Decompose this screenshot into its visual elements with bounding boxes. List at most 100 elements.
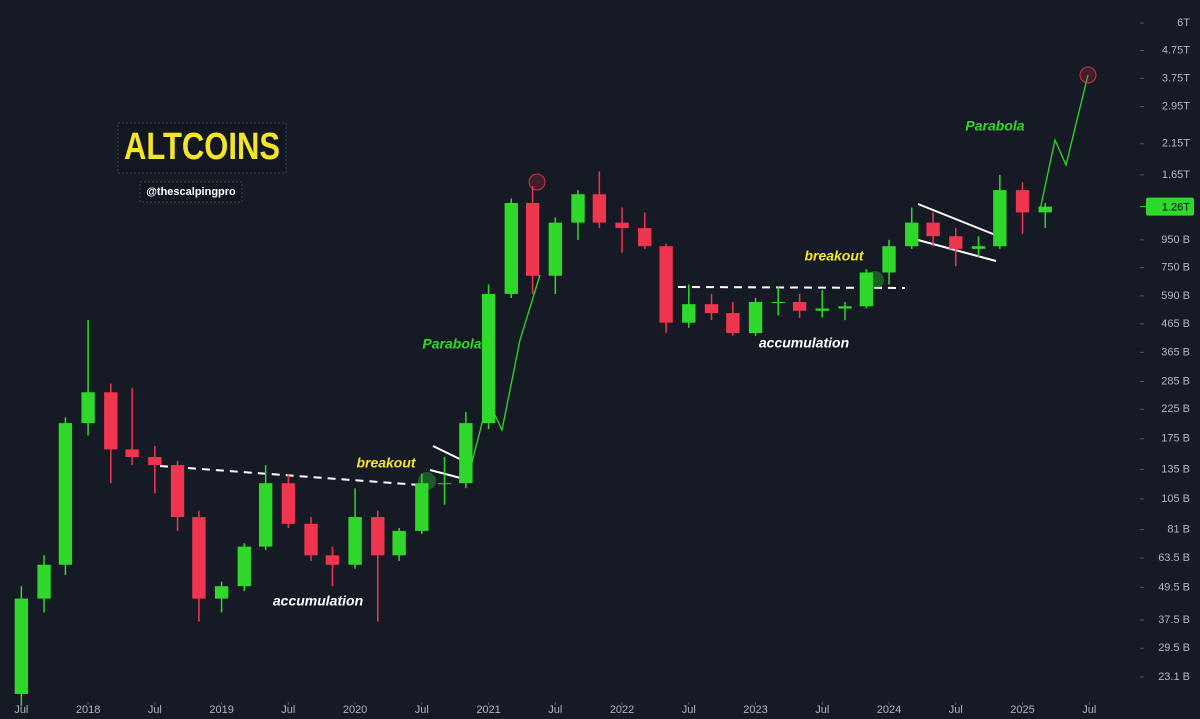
candle-body: [348, 517, 362, 565]
title-box: [117, 122, 287, 174]
x-tick-label: Jul: [148, 704, 162, 716]
chart-title: ALTCOINS: [124, 126, 280, 168]
y-tick-label: 81 B: [1167, 523, 1190, 535]
candle-body: [615, 222, 629, 229]
y-tick-label: 4.75T: [1162, 44, 1190, 56]
annotation: Parabola: [422, 336, 481, 352]
candle-body: [81, 392, 95, 424]
x-tick-label: 2019: [209, 704, 233, 716]
y-tick-label: 3.75T: [1162, 72, 1190, 84]
y-tick-label: 37.5 B: [1158, 614, 1190, 626]
projection-path: [469, 274, 541, 471]
candle-body: [792, 302, 807, 311]
x-tick-label: Jul: [548, 704, 562, 716]
y-tick-label: 175 B: [1161, 433, 1190, 445]
top-marker: [528, 173, 546, 191]
x-tick-label: Jul: [415, 704, 429, 716]
y-tick-label: 49.5 B: [1158, 581, 1190, 593]
x-tick-label: 2021: [476, 704, 500, 716]
candle-body: [14, 598, 29, 694]
x-tick-label: 2022: [610, 704, 634, 716]
candle-body: [125, 449, 139, 457]
candle-body: [392, 530, 406, 556]
candle-body: [437, 483, 452, 485]
y-tick-label: 29.5 B: [1158, 642, 1190, 654]
candle-body: [571, 194, 585, 223]
candle-body: [371, 517, 385, 556]
x-tick-label: Jul: [815, 704, 829, 716]
candle-body: [1038, 206, 1052, 213]
candle-body: [704, 304, 719, 314]
annotation: breakout: [356, 455, 416, 471]
y-tick-label: 23.1 B: [1158, 671, 1190, 683]
candle-body: [148, 456, 162, 466]
candle-body: [415, 483, 429, 531]
candle-body: [815, 308, 829, 311]
y-tick-label: 465 B: [1161, 318, 1190, 330]
price-axis: [1140, 0, 1200, 719]
candle-body: [659, 246, 673, 323]
candle-body: [882, 246, 896, 273]
candle-body: [726, 313, 740, 334]
y-tick-label: 590 B: [1161, 290, 1190, 302]
x-tick-label: 2023: [743, 704, 767, 716]
x-tick-label: Jul: [682, 704, 696, 716]
candle-body: [37, 564, 51, 599]
candle-body: [504, 202, 518, 294]
x-tick-label: 2020: [343, 704, 367, 716]
candle-body: [592, 194, 607, 223]
candle-body: [926, 222, 940, 237]
candle-body: [748, 302, 763, 334]
chart-subtitle: @thescalpingpro: [146, 186, 236, 198]
candle-body: [325, 555, 340, 565]
projection-path: [1039, 74, 1089, 211]
last-price-label: 1.26T: [1162, 202, 1190, 214]
candle-body: [170, 465, 185, 518]
candle-body: [104, 392, 118, 450]
y-tick-label: 2.95T: [1162, 100, 1190, 112]
candle-body: [258, 483, 273, 547]
target-marker: [1079, 66, 1097, 84]
candle-body: [237, 546, 251, 587]
candle-body: [1015, 190, 1030, 213]
resistance-line: [159, 465, 421, 486]
candle-body: [525, 202, 540, 276]
candle-body: [838, 306, 852, 309]
annotation: breakout: [804, 248, 864, 264]
candle-body: [548, 222, 562, 276]
candle-body: [682, 304, 696, 323]
candle-body: [481, 293, 496, 424]
y-tick-label: 750 B: [1161, 262, 1190, 274]
candle-body: [771, 302, 785, 304]
candle-body: [214, 586, 229, 599]
x-tick-label: 2024: [877, 704, 901, 716]
candle-body: [905, 222, 919, 247]
flag-line: [917, 239, 997, 262]
subtitle-box: [139, 181, 243, 203]
candle-body: [859, 272, 874, 307]
y-tick-label: 6T: [1177, 17, 1190, 29]
y-tick-label: 1.65T: [1162, 169, 1190, 181]
y-tick-label: 225 B: [1161, 403, 1190, 415]
candle-body: [459, 423, 473, 484]
candles: [14, 171, 1052, 707]
candle-body: [304, 523, 318, 556]
annotation: accumulation: [759, 335, 849, 351]
candle-body: [638, 228, 652, 247]
last-price-tag: [1146, 197, 1194, 216]
y-tick-label: 63.5 B: [1158, 552, 1190, 564]
x-tick-label: 2018: [76, 704, 100, 716]
x-tick-label: 2025: [1010, 704, 1034, 716]
candle-body: [949, 236, 963, 249]
y-tick-label: 105 B: [1161, 493, 1190, 505]
candle-body: [58, 423, 73, 565]
x-tick-label: Jul: [949, 704, 963, 716]
x-tick-label: Jul: [14, 704, 28, 716]
x-tick-label: Jul: [281, 704, 295, 716]
annotation: accumulation: [273, 593, 363, 609]
y-tick-label: 285 B: [1161, 375, 1190, 387]
annotation: Parabola: [965, 118, 1024, 134]
